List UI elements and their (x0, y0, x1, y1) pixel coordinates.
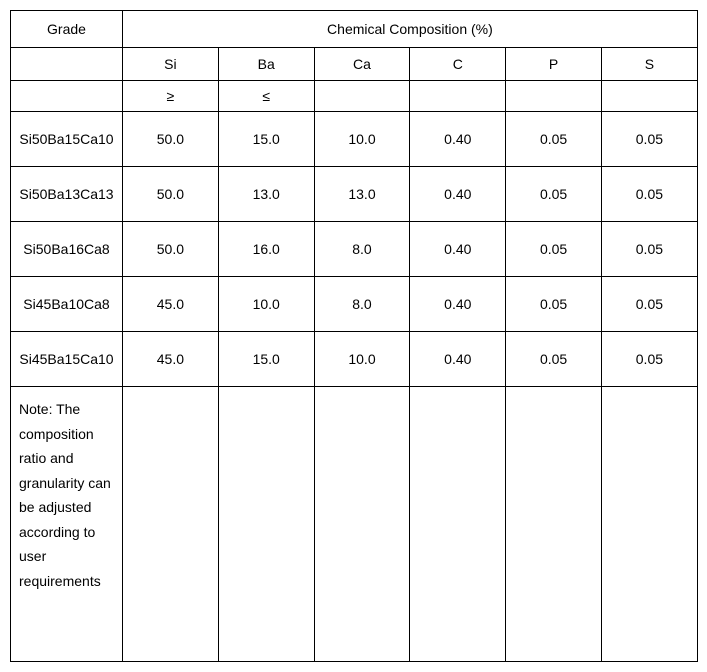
value-cell: 0.05 (601, 277, 697, 332)
grade-cell: Si50Ba15Ca10 (11, 112, 123, 167)
note-row: Note: The composition ratio and granular… (11, 387, 698, 662)
table-row: Si45Ba10Ca8 45.0 10.0 8.0 0.40 0.05 0.05 (11, 277, 698, 332)
blank-cell (410, 387, 506, 662)
value-cell: 0.05 (506, 167, 602, 222)
blank-cell (601, 387, 697, 662)
symbol-cell (506, 81, 602, 112)
value-cell: 45.0 (123, 332, 219, 387)
element-header: P (506, 48, 602, 81)
composition-header: Chemical Composition (%) (123, 11, 698, 48)
value-cell: 0.05 (506, 222, 602, 277)
value-cell: 8.0 (314, 277, 410, 332)
grade-cell: Si45Ba15Ca10 (11, 332, 123, 387)
grade-cell: Si45Ba10Ca8 (11, 277, 123, 332)
element-header: Ca (314, 48, 410, 81)
grade-cell: Si50Ba16Ca8 (11, 222, 123, 277)
symbol-cell: ≤ (218, 81, 314, 112)
symbol-cell (410, 81, 506, 112)
value-cell: 10.0 (218, 277, 314, 332)
value-cell: 15.0 (218, 112, 314, 167)
value-cell: 50.0 (123, 222, 219, 277)
value-cell: 0.40 (410, 112, 506, 167)
value-cell: 8.0 (314, 222, 410, 277)
value-cell: 13.0 (314, 167, 410, 222)
symbol-cell: ≥ (123, 81, 219, 112)
value-cell: 10.0 (314, 112, 410, 167)
element-header: C (410, 48, 506, 81)
value-cell: 0.05 (506, 332, 602, 387)
blank-cell (11, 81, 123, 112)
value-cell: 0.05 (601, 167, 697, 222)
blank-cell (11, 48, 123, 81)
table-row: Si50Ba16Ca8 50.0 16.0 8.0 0.40 0.05 0.05 (11, 222, 698, 277)
value-cell: 0.05 (506, 277, 602, 332)
value-cell: 50.0 (123, 112, 219, 167)
value-cell: 0.05 (601, 332, 697, 387)
value-cell: 10.0 (314, 332, 410, 387)
symbols-row: ≥ ≤ (11, 81, 698, 112)
value-cell: 13.0 (218, 167, 314, 222)
blank-cell (314, 387, 410, 662)
value-cell: 45.0 (123, 277, 219, 332)
blank-cell (506, 387, 602, 662)
value-cell: 15.0 (218, 332, 314, 387)
table-row: Si50Ba13Ca13 50.0 13.0 13.0 0.40 0.05 0.… (11, 167, 698, 222)
header-row: Grade Chemical Composition (%) (11, 11, 698, 48)
value-cell: 0.40 (410, 277, 506, 332)
grade-header: Grade (11, 11, 123, 48)
symbol-cell (314, 81, 410, 112)
value-cell: 0.40 (410, 167, 506, 222)
value-cell: 0.40 (410, 332, 506, 387)
table-row: Si50Ba15Ca10 50.0 15.0 10.0 0.40 0.05 0.… (11, 112, 698, 167)
element-header: Ba (218, 48, 314, 81)
blank-cell (123, 387, 219, 662)
value-cell: 0.40 (410, 222, 506, 277)
value-cell: 0.05 (601, 222, 697, 277)
element-header: Si (123, 48, 219, 81)
value-cell: 50.0 (123, 167, 219, 222)
grade-cell: Si50Ba13Ca13 (11, 167, 123, 222)
symbol-cell (601, 81, 697, 112)
table-row: Si45Ba15Ca10 45.0 15.0 10.0 0.40 0.05 0.… (11, 332, 698, 387)
value-cell: 16.0 (218, 222, 314, 277)
composition-table: Grade Chemical Composition (%) Si Ba Ca … (10, 10, 698, 662)
blank-cell (218, 387, 314, 662)
value-cell: 0.05 (506, 112, 602, 167)
value-cell: 0.05 (601, 112, 697, 167)
note-cell: Note: The composition ratio and granular… (11, 387, 123, 662)
element-header: S (601, 48, 697, 81)
elements-row: Si Ba Ca C P S (11, 48, 698, 81)
